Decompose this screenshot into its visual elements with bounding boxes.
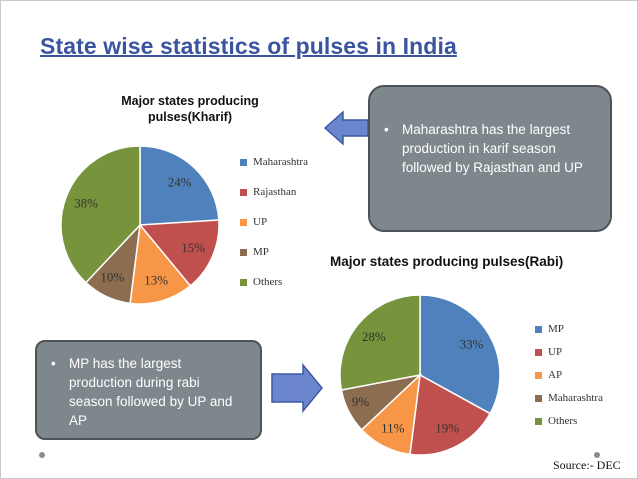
- legend-item: UP: [240, 216, 267, 228]
- legend-swatch: [240, 248, 247, 256]
- legend-item: Others: [535, 415, 577, 427]
- bullet-glyph: •: [384, 122, 389, 137]
- pie-data-label: 28%: [362, 329, 386, 344]
- pie-slice-up: [129, 223, 192, 305]
- bullet-glyph: •: [51, 356, 56, 371]
- rabi-callout: • MP has the largest production during r…: [35, 340, 262, 440]
- legend-item: MP: [240, 246, 269, 258]
- legend-item: Others: [240, 276, 282, 288]
- pie-slice-others: [60, 145, 141, 284]
- source-note: Source:- DEC: [553, 458, 621, 472]
- legend-swatch: [535, 371, 542, 379]
- legend-swatch: [240, 218, 247, 226]
- corner-dot-left: [39, 452, 45, 458]
- legend-label: Rajasthan: [253, 186, 297, 198]
- pie-slice-rajasthan: [138, 219, 220, 287]
- pie-slice-maharashtra: [139, 145, 220, 226]
- legend-swatch: [535, 417, 542, 425]
- kharif-callout-text: Maharashtra has the largest production i…: [402, 122, 583, 175]
- pie-data-label: 19%: [435, 421, 459, 436]
- rabi-chart-title: Major states producing pulses(Rabi): [330, 254, 564, 269]
- rabi-pie: 33% 19% 11% 9% 28%: [339, 294, 501, 456]
- corner-dot-right: [594, 452, 600, 458]
- legend-swatch: [240, 188, 247, 196]
- pie-data-label: 13%: [144, 273, 168, 288]
- legend-label: UP: [548, 346, 563, 358]
- legend-label: Others: [548, 415, 578, 427]
- pie-slice-mp: [419, 294, 501, 415]
- legend-label: UP: [253, 216, 268, 228]
- pie-data-label: 38%: [74, 196, 98, 211]
- legend-swatch: [240, 158, 247, 166]
- kharif-callout: • Maharashtra has the largest production…: [368, 85, 612, 232]
- legend-swatch: [535, 348, 542, 356]
- pie-data-label: 11%: [381, 421, 405, 436]
- legend-swatch: [535, 394, 542, 402]
- legend-swatch: [240, 278, 247, 286]
- legend-label: Maharashtra: [548, 392, 603, 404]
- pie-slice-others: [339, 294, 421, 391]
- right-arrow-icon: [271, 362, 323, 414]
- legend-swatch: [535, 325, 542, 333]
- legend-item: Maharashtra: [535, 392, 603, 404]
- pie-data-label: 33%: [460, 337, 484, 352]
- legend-item: Rajasthan: [240, 186, 296, 198]
- left-arrow-icon: [323, 110, 369, 146]
- legend-item: MP: [535, 323, 564, 335]
- rabi-callout-text: MP has the largest production during rab…: [69, 356, 233, 428]
- legend-item: UP: [535, 346, 562, 358]
- slide-title: State wise statistics of pulses in India: [40, 33, 457, 59]
- pie-data-label: 15%: [181, 240, 205, 255]
- pie-slice-up: [409, 373, 492, 456]
- legend-item: AP: [535, 369, 562, 381]
- legend-label: Maharashtra: [253, 156, 308, 168]
- legend-label: MP: [548, 323, 564, 335]
- pie-data-label: 24%: [168, 175, 192, 190]
- kharif-pie: 24% 15% 13% 10% 38%: [60, 145, 220, 305]
- legend-label: Others: [253, 276, 283, 288]
- legend-label: AP: [548, 369, 563, 381]
- legend-item: Maharashtra: [240, 156, 308, 168]
- legend-label: MP: [253, 246, 269, 258]
- kharif-chart-title: Major states producing pulses(Kharif): [121, 94, 259, 124]
- pie-data-label: 9%: [352, 394, 370, 409]
- pie-data-label: 10%: [100, 270, 124, 285]
